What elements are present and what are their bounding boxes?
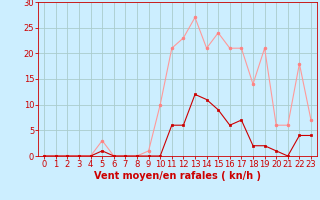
X-axis label: Vent moyen/en rafales ( kn/h ): Vent moyen/en rafales ( kn/h ) <box>94 171 261 181</box>
